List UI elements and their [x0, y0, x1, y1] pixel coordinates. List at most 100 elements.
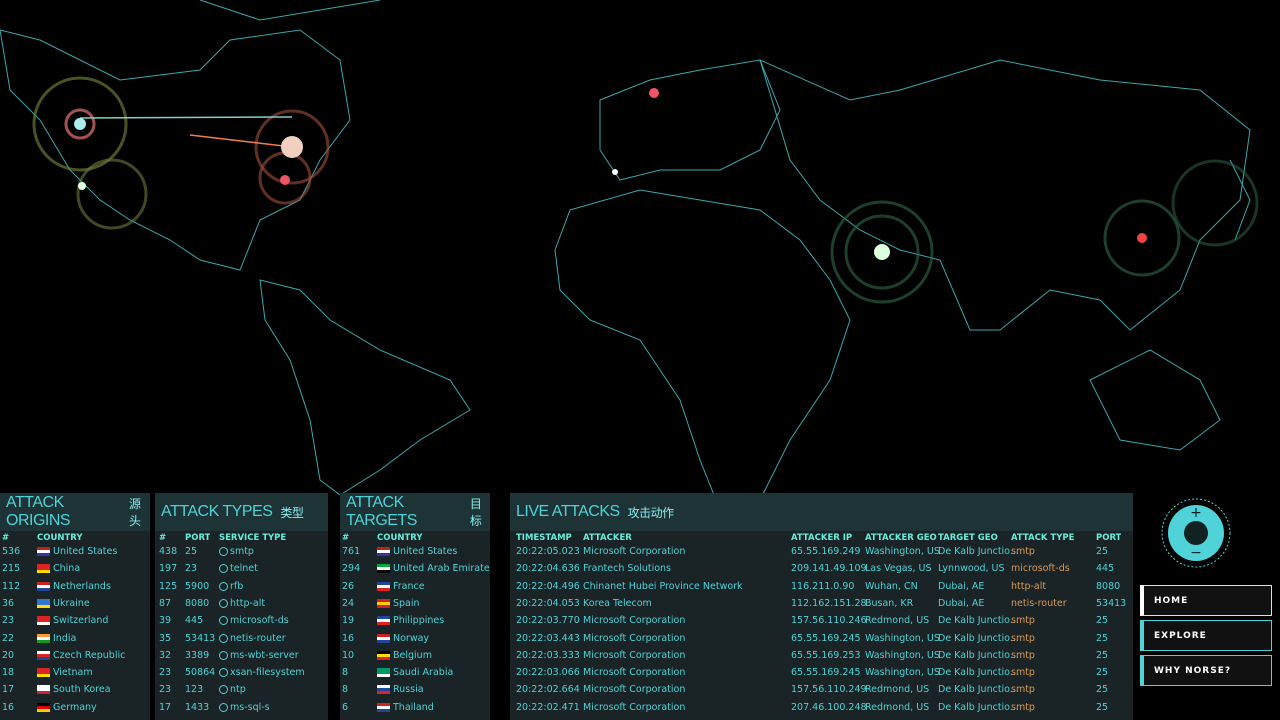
table-cell: 26 — [342, 580, 355, 592]
table-cell: 25 — [1096, 632, 1109, 644]
table-cell: 20:22:02.664 — [516, 684, 580, 696]
table-cell: 536 — [2, 546, 21, 557]
flag-icon — [377, 581, 390, 591]
table-cell: Dubai, AE — [938, 597, 985, 609]
column-header: COUNTRY — [377, 533, 423, 543]
service-icon — [219, 564, 228, 574]
panel-header: LIVE ATTACKS 攻击动作 — [510, 493, 1133, 531]
flag-icon — [37, 616, 50, 626]
flag-icon — [377, 598, 390, 608]
table-cell: France — [393, 580, 425, 592]
table-cell: 25 — [1096, 684, 1109, 696]
panel-header: ATTACK TARGETS 目标 — [340, 493, 490, 531]
table-row: 20:22:04.496 Chinanet Hubei Province Netw… — [510, 578, 1133, 595]
table-cell: 294 — [342, 563, 361, 575]
nav-button[interactable]: WHY NORSE? — [1140, 655, 1272, 686]
table-cell: 50864 — [185, 667, 216, 679]
table-cell: rfb — [230, 580, 244, 592]
table-cell: 8080 — [1096, 580, 1121, 592]
table-row: 438 25 smtp — [155, 543, 328, 560]
table-cell: 20:22:03.443 — [516, 632, 580, 644]
table-cell: 23 — [159, 667, 172, 679]
table-cell: smtp — [1011, 684, 1035, 696]
table-cell: De Kalb Junctio... — [938, 632, 1019, 644]
table-cell: ms-sql-s — [230, 701, 270, 713]
table-cell: Czech Republic — [53, 649, 126, 661]
table-row: 20:22:02.471 Microsoft Corporation 207.46.… — [510, 699, 1133, 716]
table-cell: smtp — [1011, 615, 1035, 627]
table-cell: telnet — [230, 563, 258, 575]
table-cell: Vietnam — [53, 667, 93, 679]
table-cell: 157.56.110.246 — [791, 615, 867, 627]
table-cell: De Kalb Junctio... — [938, 649, 1019, 661]
table-cell: United States — [393, 546, 458, 557]
table-cell: Redmond, US — [865, 615, 930, 627]
flag-icon — [37, 668, 50, 678]
table-cell: 65.55.169.253 — [791, 649, 861, 661]
attack-targets-panel: ATTACK TARGETS 目标 # COUNTRY 761 United States… — [340, 493, 490, 720]
table-cell: 20:22:04.636 — [516, 563, 580, 575]
logo[interactable]: + − — [1160, 497, 1240, 577]
table-cell: microsoft-ds — [1011, 563, 1070, 575]
table-cell: Washington, US — [865, 546, 940, 557]
table-cell: netis-router — [1011, 597, 1067, 609]
table-cell: De Kalb Junctio... — [938, 667, 1019, 679]
table-cell: 157.56.110.249 — [791, 684, 867, 696]
panel-title-cn: 类型 — [280, 505, 304, 520]
panel-title-cn: 攻击动作 — [627, 505, 675, 520]
table-cell: Saudi Arabia — [393, 667, 454, 679]
column-header: ATTACKER — [583, 533, 632, 543]
table-cell: 116.211.0.90 — [791, 580, 855, 592]
panel-title: ATTACK ORIGINS — [6, 494, 71, 529]
table-cell: 32 — [159, 649, 172, 661]
flag-icon — [37, 650, 50, 660]
attack-types-panel: ATTACK TYPES 类型 # PORT SERVICE TYPE 438 25 smtp… — [155, 493, 328, 720]
nav-button[interactable]: EXPLORE — [1140, 620, 1272, 651]
table-cell: smtp — [1011, 667, 1035, 679]
table-cell: 17 — [159, 701, 172, 713]
table-cell: 65.55.169.249 — [791, 546, 861, 557]
table-cell: smtp — [1011, 546, 1035, 557]
table-cell: Belgium — [393, 649, 432, 661]
table-cell: 17 — [2, 684, 15, 696]
table-cell: Washington, US — [865, 632, 940, 644]
table-row: 215 China — [0, 560, 150, 577]
table-cell: Philippines — [393, 615, 445, 627]
table-cell: 35 — [159, 632, 172, 644]
table-cell: Redmond, US — [865, 701, 930, 713]
table-cell: 19 — [342, 615, 355, 627]
service-icon — [219, 547, 228, 556]
table-row: 20:22:05.023 Microsoft Corporation 65.55.1… — [510, 543, 1133, 560]
table-row: 23 Switzerland — [0, 612, 150, 629]
service-icon — [219, 616, 228, 626]
table-row: 18 Vietnam — [0, 664, 150, 681]
table-cell: 112.162.151.28 — [791, 597, 867, 609]
panel-header: ATTACK ORIGINS 源头 — [0, 493, 150, 531]
flag-icon — [377, 547, 390, 556]
table-cell: Washington, US — [865, 667, 940, 679]
service-icon — [219, 685, 228, 695]
table-cell: Lynnwood, US — [938, 563, 1005, 575]
table-cell: ms-wbt-server — [230, 649, 299, 661]
table-cell: Germany — [53, 701, 97, 713]
nav-button[interactable]: HOME — [1140, 585, 1272, 616]
table-cell: China — [53, 563, 81, 575]
table-row: 197 23 telnet — [155, 560, 328, 577]
service-icon — [219, 650, 228, 660]
table-cell: 197 — [159, 563, 178, 575]
table-cell: xsan-filesystem — [230, 667, 305, 679]
table-cell: De Kalb Junctio... — [938, 684, 1019, 696]
table-cell: smtp — [1011, 701, 1035, 713]
flag-icon — [37, 685, 50, 695]
service-icon — [219, 702, 228, 712]
attack-origins-panel: ATTACK ORIGINS 源头 # COUNTRY 536 United States… — [0, 493, 150, 720]
table-cell: 65.55.169.245 — [791, 667, 861, 679]
table-cell: Norway — [393, 632, 430, 644]
table-cell: 25 — [1096, 615, 1109, 627]
table-cell: Thailand — [393, 701, 434, 713]
flag-icon — [377, 650, 390, 660]
table-row: 20:22:04.053 Korea Telecom 112.162.151.28 B… — [510, 595, 1133, 612]
column-header: PORT — [185, 533, 211, 543]
table-cell: 438 — [159, 546, 178, 557]
table-row: 16 Norway — [340, 630, 490, 647]
